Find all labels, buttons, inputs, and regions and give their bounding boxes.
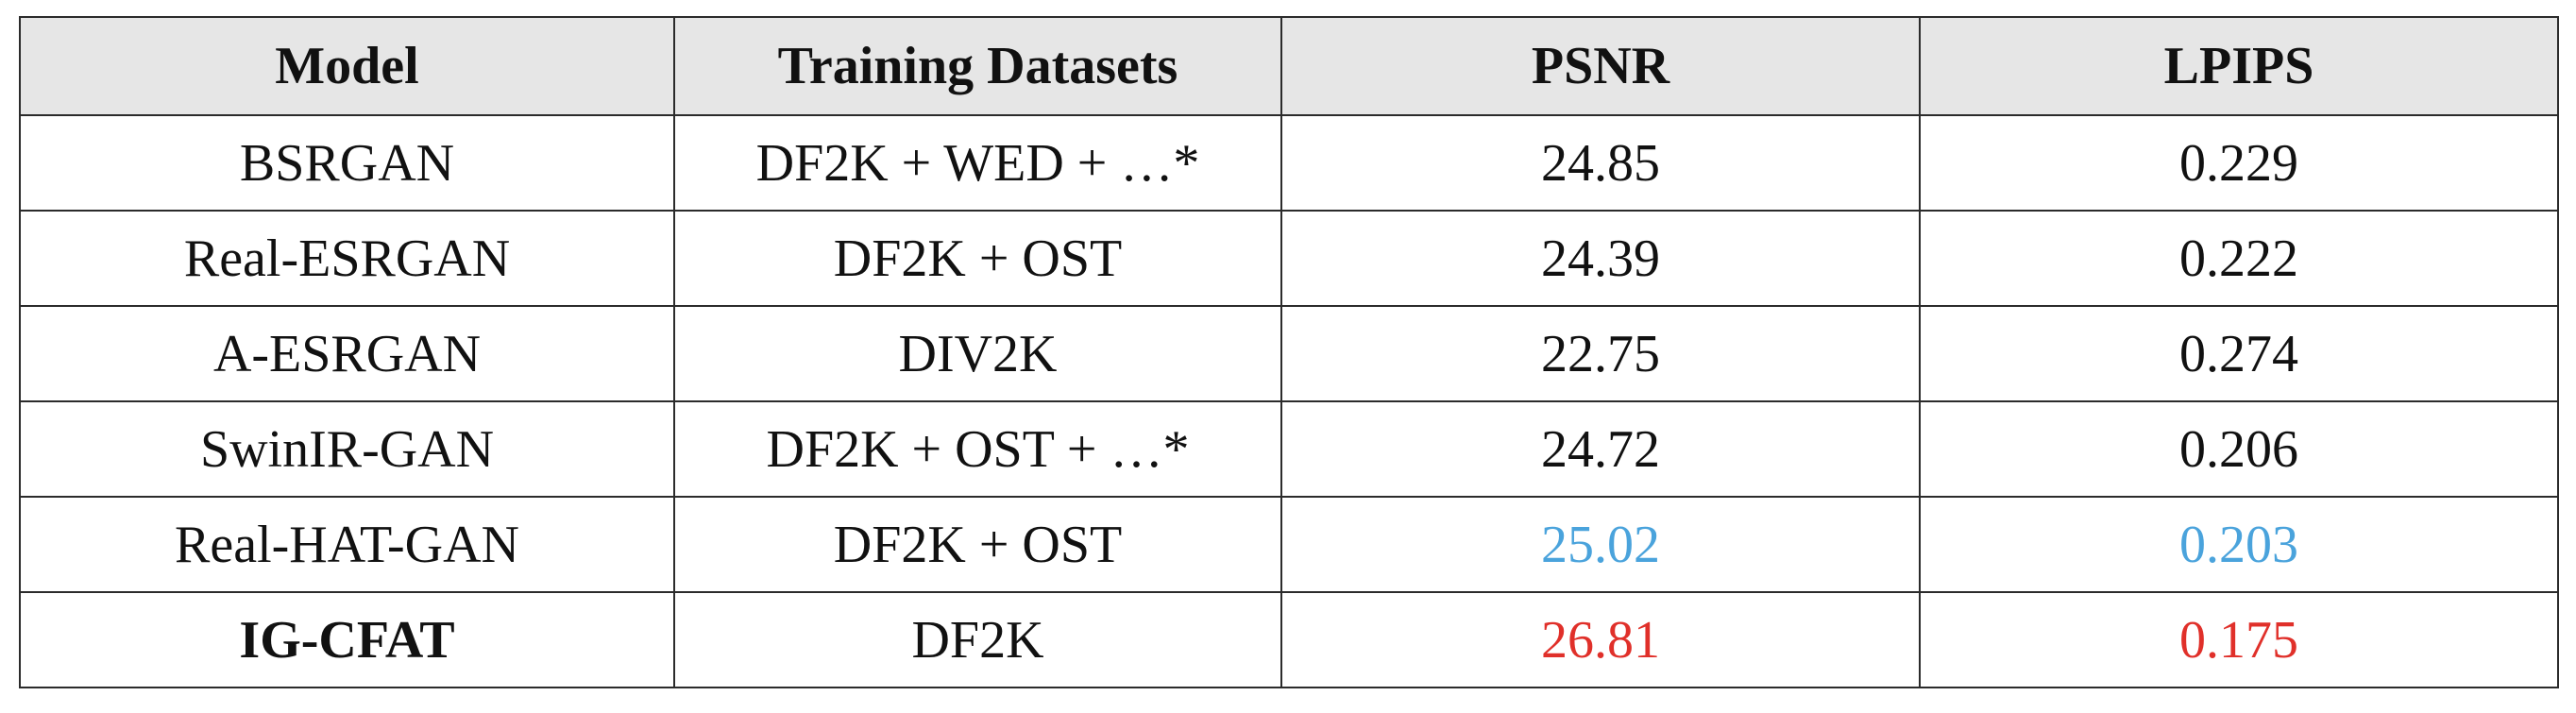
cell-lpips: 0.274 <box>1919 305 2559 402</box>
cell-model: SwinIR-GAN <box>19 400 675 498</box>
results-table-container: Model Training Datasets PSNR LPIPS BSRGA… <box>19 16 2559 688</box>
cell-lpips: 0.175 <box>1919 591 2559 688</box>
cell-psnr: 24.39 <box>1280 210 1921 307</box>
table-row: A-ESRGAN DIV2K 22.75 0.274 <box>19 305 2559 402</box>
cell-psnr: 26.81 <box>1280 591 1921 688</box>
header-psnr: PSNR <box>1280 16 1921 116</box>
header-training-datasets: Training Datasets <box>673 16 1282 116</box>
table-row: Real-ESRGAN DF2K + OST 24.39 0.222 <box>19 210 2559 307</box>
table-row: IG-CFAT DF2K 26.81 0.175 <box>19 591 2559 688</box>
table-row: SwinIR-GAN DF2K + OST + …* 24.72 0.206 <box>19 400 2559 498</box>
results-table: Model Training Datasets PSNR LPIPS BSRGA… <box>19 16 2559 688</box>
cell-model: BSRGAN <box>19 114 675 212</box>
cell-datasets: DF2K + WED + …* <box>673 114 1282 212</box>
cell-datasets: DF2K <box>673 591 1282 688</box>
cell-lpips: 0.222 <box>1919 210 2559 307</box>
cell-model: Real-ESRGAN <box>19 210 675 307</box>
header-row: Model Training Datasets PSNR LPIPS <box>19 16 2559 116</box>
cell-model: A-ESRGAN <box>19 305 675 402</box>
cell-lpips: 0.229 <box>1919 114 2559 212</box>
header-model: Model <box>19 16 675 116</box>
header-lpips: LPIPS <box>1919 16 2559 116</box>
table-row: BSRGAN DF2K + WED + …* 24.85 0.229 <box>19 114 2559 212</box>
cell-datasets: DIV2K <box>673 305 1282 402</box>
cell-datasets: DF2K + OST <box>673 210 1282 307</box>
cell-psnr: 24.85 <box>1280 114 1921 212</box>
cell-psnr: 22.75 <box>1280 305 1921 402</box>
cell-datasets: DF2K + OST + …* <box>673 400 1282 498</box>
cell-psnr: 25.02 <box>1280 496 1921 593</box>
cell-datasets: DF2K + OST <box>673 496 1282 593</box>
cell-psnr: 24.72 <box>1280 400 1921 498</box>
cell-model: Real-HAT-GAN <box>19 496 675 593</box>
cell-model: IG-CFAT <box>19 591 675 688</box>
table-row: Real-HAT-GAN DF2K + OST 25.02 0.203 <box>19 496 2559 593</box>
cell-lpips: 0.206 <box>1919 400 2559 498</box>
cell-lpips: 0.203 <box>1919 496 2559 593</box>
